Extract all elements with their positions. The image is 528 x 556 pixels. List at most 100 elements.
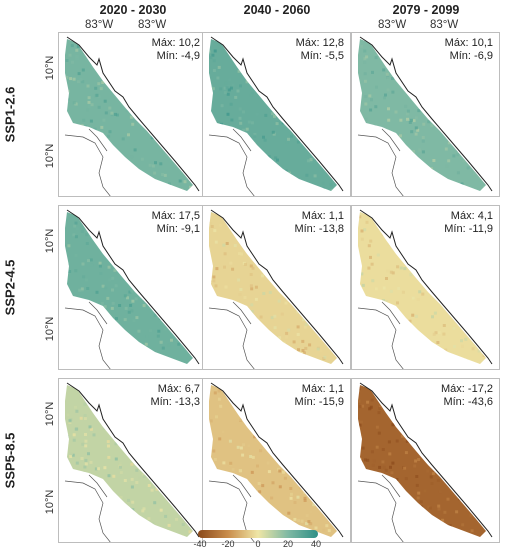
region-fill (65, 212, 193, 364)
max-value: 4,1 (477, 210, 493, 222)
region-map (208, 36, 344, 196)
colorbar-tick: 20 (282, 539, 293, 549)
min-value: -13,8 (318, 223, 344, 235)
min-line: Mín: -4,9 (152, 50, 200, 63)
coastline (66, 209, 200, 365)
map-panel: Máx: 6,7 Mín: -13,3 (58, 378, 207, 543)
region-map (357, 36, 493, 196)
stats-box: Máx: 1,1 Mín: -15,9 (294, 383, 344, 409)
min-line: Mín: -43,6 (441, 396, 493, 409)
row-title: SSP1-2.6 (2, 86, 18, 143)
map-panel: Máx: 1,1 Mín: -13,8 (202, 205, 351, 370)
min-label: Mín: (156, 223, 178, 235)
max-line: Máx: 4,1 (444, 210, 493, 223)
coastline (359, 382, 493, 538)
region-map (357, 382, 493, 542)
country-border (64, 474, 111, 542)
max-line: Máx: 17,5 (152, 210, 200, 223)
max-line: Máx: 6,7 (150, 383, 200, 396)
row-title: SSP5-8.5 (2, 432, 18, 489)
latitude-label: 10°N (44, 228, 56, 254)
latitude-label: 10°N (44, 55, 56, 81)
map-panel: Máx: 10,1 Mín: -6,9 (351, 32, 500, 197)
min-label: Mín: (444, 223, 466, 235)
min-value: -6,9 (474, 50, 493, 62)
max-value: 10,1 (471, 37, 493, 49)
country-border (357, 301, 404, 369)
map-panel: Máx: 12,8 Mín: -5,5 (202, 32, 351, 197)
region-fill (358, 212, 486, 364)
region-map (64, 209, 200, 369)
max-line: Máx: 1,1 (294, 210, 344, 223)
map-panel: Máx: 1,1 Mín: -15,9 (202, 378, 351, 543)
stats-box: Máx: 10,1 Mín: -6,9 (445, 37, 493, 63)
max-value: 10,2 (178, 37, 200, 49)
min-label: Mín: (300, 50, 322, 62)
coastline (210, 209, 344, 365)
max-label: Máx: (441, 383, 465, 395)
min-line: Mín: -15,9 (294, 396, 344, 409)
country-border (208, 301, 255, 369)
map-panel: Máx: 17,5 Mín: -9,1 (58, 205, 207, 370)
coastline (359, 209, 493, 365)
coastline (359, 36, 493, 192)
max-label: Máx: (301, 210, 326, 222)
latitude-label: 10°N (44, 489, 56, 515)
min-line: Mín: -6,9 (445, 50, 493, 63)
column-title: 2079 - 2099 (392, 3, 460, 17)
min-value: -15,9 (318, 396, 344, 408)
min-line: Mín: -11,9 (444, 223, 493, 236)
column-title: 2020 - 2030 (99, 3, 167, 17)
max-label: Máx: (444, 37, 469, 49)
country-border (357, 474, 404, 542)
latitude-label: 10°N (44, 316, 56, 342)
min-value: -13,3 (174, 396, 200, 408)
coastline (210, 382, 344, 538)
country-border (64, 128, 111, 196)
latitude-label: 10°N (44, 143, 56, 169)
column-title: 2040 - 2060 (243, 3, 311, 17)
region-fill (65, 39, 193, 191)
max-value: 17,5 (178, 210, 200, 222)
stats-box: Máx: 1,1 Mín: -13,8 (294, 210, 344, 236)
colorbar-tick: 0 (255, 539, 261, 549)
min-label: Mín: (294, 396, 316, 408)
longitude-label: 83°W (138, 19, 167, 31)
min-value: -9,1 (181, 223, 200, 235)
map-panel: Máx: 4,1 Mín: -11,9 (351, 205, 500, 370)
max-label: Máx: (301, 383, 326, 395)
min-value: -11,9 (468, 223, 493, 235)
stats-box: Máx: 6,7 Mín: -13,3 (150, 383, 200, 409)
stats-box: Máx: -17,2 Mín: -43,6 (441, 383, 493, 409)
min-label: Mín: (449, 50, 471, 62)
min-line: Mín: -13,3 (150, 396, 200, 409)
max-label: Máx: (151, 37, 176, 49)
coastline (66, 36, 200, 192)
max-line: Máx: 1,1 (294, 383, 344, 396)
region-fill (358, 385, 486, 537)
min-label: Mín: (443, 396, 465, 408)
max-line: Máx: 10,2 (152, 37, 200, 50)
stats-box: Máx: 17,5 Mín: -9,1 (152, 210, 200, 236)
max-value: 12,8 (322, 37, 344, 49)
min-line: Mín: -13,8 (294, 223, 344, 236)
min-label: Mín: (156, 50, 178, 62)
longitude-label: 83°W (85, 19, 114, 31)
region-map (64, 36, 200, 196)
colorbar-tick: 40 (310, 539, 321, 549)
coastline (210, 36, 344, 192)
max-line: Máx: 10,1 (445, 37, 493, 50)
max-value: 1,1 (328, 383, 344, 395)
stats-box: Máx: 10,2 Mín: -4,9 (152, 37, 200, 63)
region-map (64, 382, 200, 542)
stats-box: Máx: 4,1 Mín: -11,9 (444, 210, 493, 236)
max-label: Máx: (151, 210, 176, 222)
min-label: Mín: (294, 223, 316, 235)
max-value: 6,7 (184, 383, 200, 395)
stats-box: Máx: 12,8 Mín: -5,5 (296, 37, 344, 63)
max-value: 1,1 (328, 210, 344, 222)
max-label: Máx: (450, 210, 475, 222)
region-fill (358, 39, 486, 191)
latitude-label: 10°N (44, 401, 56, 427)
country-border (208, 128, 255, 196)
